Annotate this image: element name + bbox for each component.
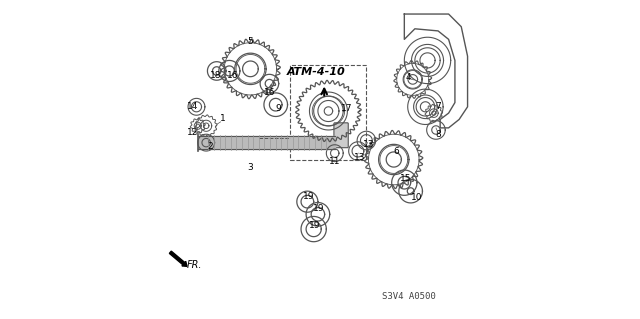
- Text: 17: 17: [341, 104, 352, 113]
- Text: ATM-4-10: ATM-4-10: [287, 67, 345, 77]
- Text: 13: 13: [363, 140, 374, 149]
- Text: 7: 7: [435, 102, 441, 111]
- Text: 16: 16: [227, 71, 239, 80]
- Text: 11: 11: [329, 157, 340, 166]
- Text: 4: 4: [406, 73, 412, 82]
- Text: 9: 9: [275, 104, 281, 113]
- Text: 10: 10: [412, 193, 423, 202]
- Text: 1: 1: [220, 114, 226, 123]
- FancyArrow shape: [170, 251, 187, 266]
- Text: 6: 6: [393, 146, 399, 156]
- FancyBboxPatch shape: [334, 123, 348, 148]
- Bar: [291, 65, 366, 160]
- Text: 2: 2: [207, 142, 213, 151]
- Text: 8: 8: [435, 130, 441, 139]
- Text: 5: 5: [248, 37, 253, 46]
- Text: 18: 18: [210, 71, 221, 80]
- Text: 14: 14: [186, 102, 198, 111]
- Text: FR.: FR.: [186, 260, 202, 270]
- Text: 19: 19: [303, 192, 314, 201]
- Text: S3V4 A0500: S3V4 A0500: [381, 292, 435, 301]
- Text: 15: 15: [400, 174, 412, 183]
- Text: 12: 12: [186, 128, 198, 137]
- Text: 19: 19: [308, 221, 320, 230]
- Text: 3: 3: [248, 163, 253, 173]
- Text: 13: 13: [353, 153, 365, 162]
- Text: 19: 19: [313, 204, 324, 213]
- Text: 16: 16: [264, 87, 275, 97]
